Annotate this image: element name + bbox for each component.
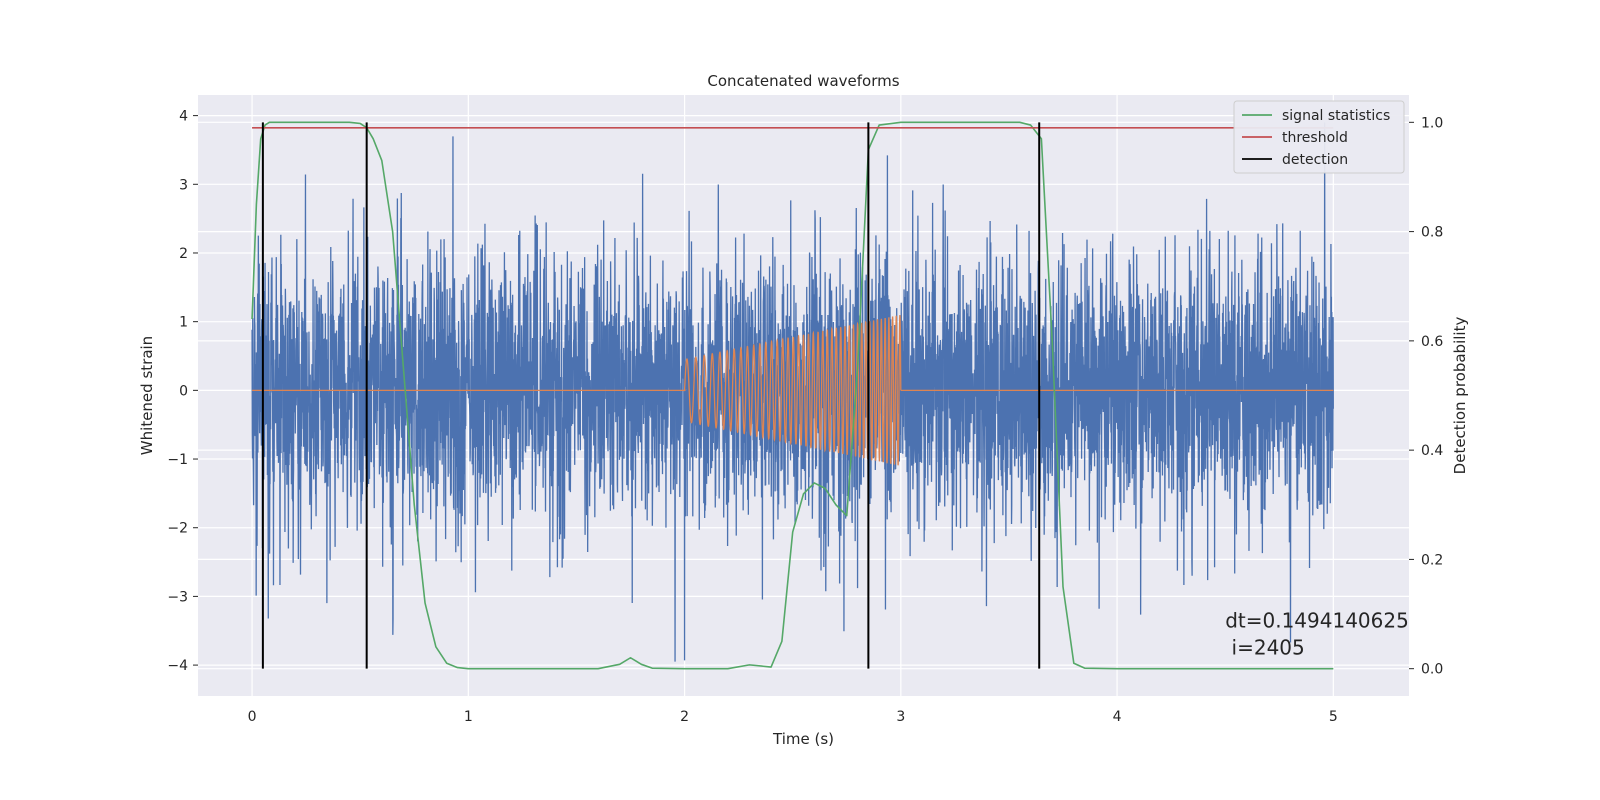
legend-box (1233, 100, 1405, 174)
annotation-i: i=2405 (1225, 636, 1305, 660)
y-tick-label: 3 (179, 177, 188, 193)
x-tick-label: 4 (1113, 709, 1122, 725)
x-axis-label: Time (s) (772, 730, 834, 748)
ticks: 0 1 2 3 4 5 4 3 2 1 0 −1 −2 −3 −4 1.0 0.8 0.6 0.4 0.2 0.0 (167, 109, 1443, 725)
y-tick-label: 0 (179, 383, 188, 399)
legend: signal statistics threshold detection (1233, 100, 1405, 174)
y-axis-label: Whitened strain (138, 336, 156, 455)
y2-tick-label: 0.8 (1421, 225, 1443, 241)
x-tick-label: 1 (464, 709, 473, 725)
y2-tick-label: 1.0 (1421, 115, 1443, 131)
y-tick-label: 2 (179, 246, 188, 262)
y2-tick-label: 0.0 (1421, 662, 1443, 678)
signal-statistics-line (251, 121, 1334, 670)
series-group (251, 121, 1334, 670)
annotation-dt: dt=0.1494140625 (1225, 609, 1409, 633)
y2-tick-label: 0.2 (1421, 552, 1443, 568)
y-tick-label: −1 (167, 452, 188, 468)
y-tick-label: 1 (179, 315, 188, 331)
y2-tick-label: 0.6 (1421, 334, 1443, 350)
legend-threshold-label: threshold (1282, 130, 1348, 146)
chart-title: Concatenated waveforms (707, 72, 899, 90)
chirp-series-line (252, 314, 1334, 466)
noise-series-line (251, 122, 1334, 662)
x-tick-label: 0 (248, 709, 257, 725)
y-tick-label: 4 (179, 109, 188, 125)
legend-detection-label: detection (1282, 152, 1348, 168)
y-tick-label: −4 (167, 658, 188, 674)
y-tick-label: −3 (167, 589, 188, 605)
x-tick-label: 3 (896, 709, 905, 725)
y-tick-label: −2 (167, 521, 188, 537)
legend-signal-statistics-label: signal statistics (1282, 108, 1390, 124)
x-tick-label: 2 (680, 709, 689, 725)
plot-area (251, 121, 1334, 670)
x-tick-label: 5 (1329, 709, 1338, 725)
y2-axis-label: Detection probability (1451, 317, 1469, 475)
y2-tick-label: 0.4 (1421, 443, 1443, 459)
